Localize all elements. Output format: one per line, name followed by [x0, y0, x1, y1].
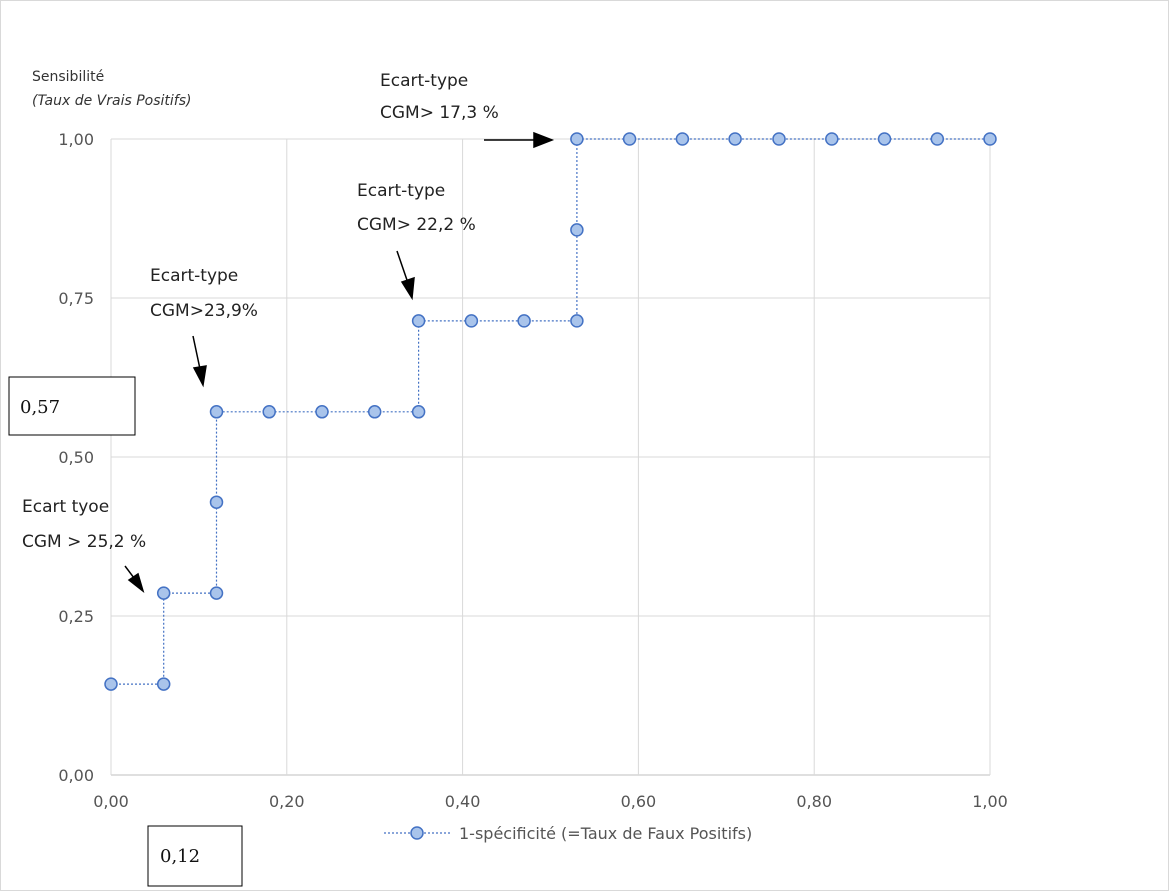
- annotation-2-line1: Ecart-type: [357, 181, 445, 201]
- data-point: [156, 677, 171, 691]
- x-tick-label: 1,00: [972, 792, 1008, 811]
- annotation-1-arrowhead: [533, 131, 555, 149]
- annotation-3-line2: CGM>23,9%: [150, 301, 258, 321]
- annotation-2-arrowhead: [400, 276, 415, 301]
- annotation-3-arrowhead: [192, 365, 207, 388]
- annotation-1-line1: Ecart-type: [380, 71, 468, 91]
- data-point: [517, 314, 531, 328]
- y-tick-label: 0,75: [58, 289, 94, 308]
- x-value-box: [147, 825, 243, 887]
- legend-marker: [410, 826, 424, 840]
- annotation-4-arrow: [124, 565, 135, 579]
- data-point: [367, 405, 382, 419]
- data-point: [570, 314, 584, 328]
- y-tick-label: 0,50: [58, 448, 94, 467]
- data-point: [209, 405, 224, 419]
- y-value-box-text: 0,57: [20, 397, 60, 418]
- y-tick-label: 0,25: [58, 607, 94, 626]
- data-point: [825, 132, 839, 146]
- y-tick-labels: 0,00 0,25 0,50 0,75 1,00: [58, 130, 94, 785]
- data-point: [728, 132, 742, 146]
- data-point: [411, 405, 426, 419]
- data-point: [262, 405, 276, 419]
- x-tick-label: 0,40: [445, 792, 481, 811]
- data-point: [983, 132, 997, 146]
- series-markers: [104, 132, 997, 691]
- data-point: [104, 677, 118, 691]
- data-point: [622, 132, 637, 146]
- x-value-box-text: 0,12: [160, 846, 200, 867]
- x-tick-label: 0,80: [796, 792, 832, 811]
- y-axis-label-sub: (Taux de Vrais Positifs): [32, 93, 191, 109]
- data-point: [930, 132, 945, 146]
- x-tick-labels: 0,00 0,20 0,40 0,60 0,80 1,00: [93, 792, 1008, 811]
- data-point: [209, 586, 224, 600]
- annotation-2-line2: CGM> 22,2 %: [357, 215, 476, 235]
- legend-label: 1-spécificité (=Taux de Faux Positifs): [459, 824, 752, 843]
- y-tick-label: 1,00: [58, 130, 94, 149]
- x-tick-label: 0,00: [93, 792, 129, 811]
- annotation-3-arrow: [192, 335, 201, 370]
- data-point: [411, 314, 426, 328]
- y-axis-label: Sensibilité: [32, 69, 104, 85]
- x-tick-label: 0,20: [269, 792, 305, 811]
- annotation-4-line1: Ecart tyoe: [22, 497, 109, 517]
- data-point: [209, 495, 224, 509]
- data-point: [570, 223, 584, 237]
- data-point: [675, 132, 690, 146]
- annotation-4-line2: CGM > 25,2 %: [22, 532, 146, 552]
- data-point: [156, 586, 171, 600]
- data-point: [464, 314, 479, 328]
- y-tick-label: 0,00: [58, 766, 94, 785]
- series-line: [111, 138, 990, 685]
- x-tick-label: 0,60: [621, 792, 657, 811]
- data-point: [570, 132, 584, 146]
- annotation-3-line1: Ecart-type: [150, 266, 238, 286]
- data-point: [772, 132, 786, 146]
- data-point: [877, 132, 892, 146]
- y-value-box: [8, 376, 136, 436]
- data-point: [315, 405, 329, 419]
- gridlines: [110, 138, 991, 776]
- annotation-1-line2: CGM> 17,3 %: [380, 103, 499, 123]
- annotation-4-arrowhead: [127, 572, 145, 594]
- annotation-2-arrow: [396, 250, 409, 284]
